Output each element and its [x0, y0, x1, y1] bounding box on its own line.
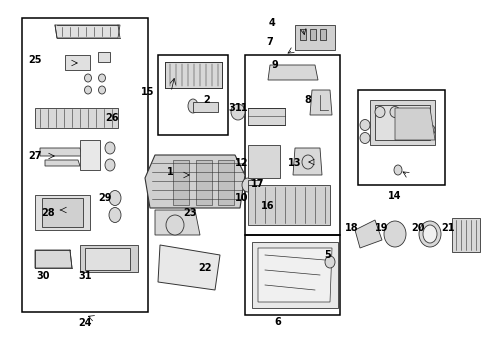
Text: 5: 5	[324, 250, 331, 260]
Ellipse shape	[98, 86, 105, 94]
Polygon shape	[155, 210, 200, 235]
Bar	[158, 55, 227, 135]
Polygon shape	[309, 29, 315, 40]
Text: 12: 12	[235, 158, 248, 168]
Text: 19: 19	[374, 223, 388, 233]
Ellipse shape	[84, 86, 91, 94]
Polygon shape	[35, 195, 90, 230]
Polygon shape	[80, 245, 138, 272]
Polygon shape	[251, 205, 264, 218]
Polygon shape	[98, 52, 110, 62]
Bar	[22, 18, 148, 312]
Polygon shape	[196, 160, 212, 205]
Text: 14: 14	[387, 191, 401, 201]
Ellipse shape	[302, 155, 313, 169]
Polygon shape	[35, 108, 118, 128]
Ellipse shape	[424, 125, 434, 135]
Text: 27: 27	[28, 151, 41, 161]
Polygon shape	[299, 29, 305, 40]
Ellipse shape	[242, 178, 253, 192]
Ellipse shape	[230, 104, 244, 120]
Ellipse shape	[98, 74, 105, 82]
Ellipse shape	[105, 142, 115, 154]
Polygon shape	[145, 155, 244, 208]
Text: 9: 9	[271, 60, 278, 70]
Polygon shape	[258, 248, 331, 302]
Polygon shape	[40, 148, 82, 156]
Ellipse shape	[418, 221, 440, 247]
Polygon shape	[173, 160, 189, 205]
Text: 11: 11	[235, 103, 248, 113]
Polygon shape	[158, 245, 220, 290]
Text: 26: 26	[105, 113, 119, 123]
Ellipse shape	[84, 74, 91, 82]
Text: 29: 29	[98, 193, 112, 203]
Polygon shape	[164, 62, 222, 88]
Text: 25: 25	[28, 55, 41, 65]
Ellipse shape	[383, 221, 405, 247]
Text: 16: 16	[261, 201, 274, 211]
Polygon shape	[294, 25, 334, 50]
Polygon shape	[309, 90, 331, 115]
Ellipse shape	[105, 159, 115, 171]
Polygon shape	[319, 29, 325, 40]
Text: 17: 17	[251, 179, 264, 189]
Text: 31: 31	[78, 271, 92, 281]
Polygon shape	[218, 160, 234, 205]
Text: 3: 3	[228, 103, 235, 113]
Polygon shape	[247, 180, 260, 194]
Text: 7: 7	[266, 37, 273, 47]
Ellipse shape	[187, 99, 198, 113]
Polygon shape	[267, 65, 317, 80]
Ellipse shape	[389, 107, 399, 117]
Text: 10: 10	[235, 193, 248, 203]
Polygon shape	[251, 242, 337, 308]
Ellipse shape	[253, 207, 262, 217]
Ellipse shape	[109, 207, 121, 222]
Polygon shape	[451, 218, 479, 252]
Polygon shape	[292, 148, 321, 175]
Polygon shape	[247, 145, 280, 178]
Ellipse shape	[393, 165, 401, 175]
Bar	[357, 90, 444, 185]
Text: 22: 22	[198, 263, 211, 273]
Polygon shape	[65, 55, 90, 70]
Ellipse shape	[422, 225, 436, 243]
Text: 8: 8	[304, 95, 311, 105]
Polygon shape	[85, 248, 130, 270]
Ellipse shape	[359, 132, 369, 144]
Text: 28: 28	[41, 208, 55, 218]
Text: 13: 13	[287, 158, 301, 168]
Text: 2: 2	[203, 95, 210, 105]
Polygon shape	[247, 185, 329, 225]
Ellipse shape	[359, 120, 369, 130]
Polygon shape	[354, 220, 381, 248]
Text: 1: 1	[166, 167, 173, 177]
Ellipse shape	[325, 256, 334, 268]
Text: 24: 24	[78, 318, 92, 328]
Bar	[244, 235, 339, 315]
Text: 30: 30	[36, 271, 50, 281]
Text: 6: 6	[274, 317, 281, 327]
Polygon shape	[42, 198, 83, 227]
Text: 4: 4	[268, 18, 275, 28]
Polygon shape	[247, 108, 285, 125]
Text: 15: 15	[141, 87, 154, 97]
Polygon shape	[55, 25, 120, 38]
Polygon shape	[35, 250, 72, 268]
Text: 23: 23	[183, 208, 196, 218]
Polygon shape	[369, 100, 434, 145]
Text: 20: 20	[410, 223, 424, 233]
Polygon shape	[374, 105, 429, 140]
Text: 18: 18	[345, 223, 358, 233]
Polygon shape	[45, 160, 80, 166]
Ellipse shape	[374, 107, 384, 117]
Polygon shape	[193, 102, 218, 112]
Bar	[244, 55, 339, 235]
Text: 21: 21	[440, 223, 454, 233]
Ellipse shape	[109, 190, 121, 206]
Ellipse shape	[165, 215, 183, 235]
Polygon shape	[80, 140, 100, 170]
Polygon shape	[394, 108, 434, 140]
